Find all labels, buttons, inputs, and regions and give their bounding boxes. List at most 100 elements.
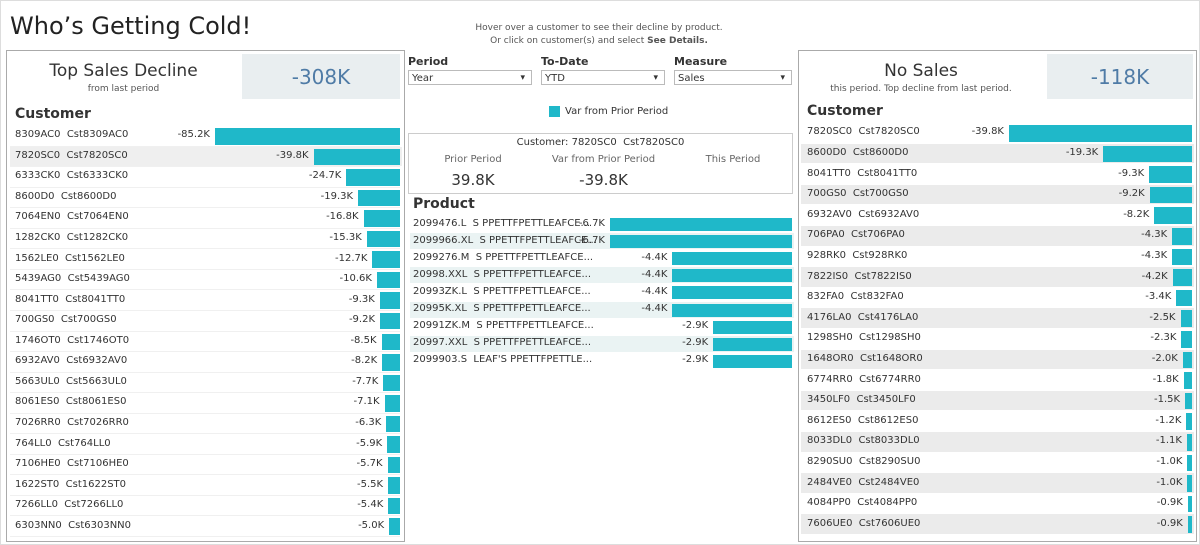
category-label: 1746OT0 Cst1746OT0 — [15, 334, 130, 346]
category-label: 1622ST0 Cst1622ST0 — [15, 478, 127, 490]
bar — [713, 320, 792, 334]
bar — [1183, 372, 1192, 389]
row-divider — [10, 289, 400, 291]
row-band — [801, 308, 1194, 328]
row-divider — [10, 351, 400, 353]
bar — [672, 286, 792, 300]
bar — [1103, 145, 1192, 163]
value-label: -4.4K — [641, 285, 668, 297]
bar — [363, 210, 400, 227]
category-label: 6932AV0 Cst6932AV0 — [807, 208, 920, 220]
category-label: 7106HE0 Cst7106HE0 — [15, 458, 129, 470]
bar — [383, 374, 400, 392]
bar — [366, 230, 400, 248]
value-label: -7.1K — [353, 396, 380, 408]
chart-title: Product — [413, 196, 475, 212]
category-label: 6774RR0 Cst6774RR0 — [807, 373, 921, 385]
bar — [1187, 475, 1192, 492]
value-label: -1.5K — [1154, 394, 1181, 406]
bar — [379, 292, 400, 309]
bar — [1154, 207, 1192, 224]
value-label: -39.8K — [971, 126, 1004, 138]
filter-label: To-Date — [541, 55, 589, 68]
value-label: -1.0K — [1156, 455, 1183, 467]
value-label: -4.3K — [1141, 229, 1168, 241]
category-label: 20995K.XL S PPETTFPETTLEAFCE... — [413, 303, 591, 315]
filter-select[interactable]: Sales — [674, 70, 792, 86]
filter-select[interactable]: Year — [408, 70, 532, 86]
bar — [1186, 434, 1192, 451]
legend-label: Var from Prior Period — [565, 106, 669, 117]
value-label: -5.9K — [356, 437, 383, 449]
bar — [610, 235, 792, 249]
category-label: 928RK0 Cst928RK0 — [807, 249, 908, 261]
chart-title: Customer — [15, 106, 91, 122]
bar — [1187, 516, 1192, 533]
tooltip-column: This Period — [705, 154, 761, 165]
bar — [1172, 248, 1192, 266]
category-label: 8061ES0 Cst8061ES0 — [15, 396, 127, 408]
value-label: -1.8K — [1152, 373, 1179, 385]
row-divider — [10, 330, 400, 332]
bar — [1187, 495, 1192, 513]
tooltip-column: Prior Period — [444, 154, 502, 165]
bar — [388, 497, 400, 515]
bar — [346, 169, 400, 186]
value-label: -2.0K — [1151, 352, 1178, 364]
category-label: 7820SC0 Cst7820SC0 — [807, 126, 920, 138]
bar — [372, 251, 400, 268]
panel-subheading: this period. Top decline from last perio… — [830, 84, 1012, 94]
tooltip-customer: Customer: 7820SC0 Cst7820SC0 — [516, 137, 685, 148]
value-label: -0.9K — [1156, 517, 1183, 529]
category-label: 5439AG0 Cst5439AG0 — [15, 273, 130, 285]
tooltip-value: 39.8K — [451, 171, 495, 189]
value-label: -6.7K — [578, 217, 605, 229]
value-label: -19.3K — [1065, 146, 1099, 158]
category-label: 2484VE0 Cst2484VE0 — [807, 476, 920, 488]
category-label: 7026RR0 Cst7026RR0 — [15, 416, 129, 428]
left-panel — [6, 50, 405, 542]
row-band — [801, 349, 1194, 370]
category-label: 7822IS0 Cst7822IS0 — [807, 270, 912, 282]
value-label: -5.4K — [357, 499, 384, 511]
row-band — [801, 432, 1194, 452]
bar — [1172, 228, 1192, 245]
category-label: 2099276.M S PPETTFPETTLEAFCE... — [413, 251, 594, 263]
bar — [1009, 125, 1192, 142]
value-label: -8.2K — [351, 355, 378, 367]
category-label: 4176LA0 Cst4176LA0 — [807, 311, 919, 323]
category-label: 20991ZK.M S PPETTFPETTLEAFCE... — [413, 320, 594, 332]
filter-select[interactable]: YTD — [541, 70, 665, 86]
category-label: 706PA0 Cst706PA0 — [807, 229, 905, 241]
value-label: -2.9K — [682, 320, 709, 332]
value-label: -39.8K — [276, 149, 309, 161]
category-label: 8600D0 Cst8600D0 — [807, 146, 909, 158]
value-label: -2.5K — [1149, 311, 1176, 323]
bar — [1181, 331, 1192, 348]
category-label: 764LL0 Cst764LL0 — [15, 437, 111, 449]
category-label: 7820SC0 Cst7820SC0 — [15, 149, 128, 161]
category-label: 8600D0 Cst8600D0 — [15, 190, 117, 202]
category-label: 8309AC0 Cst8309AC0 — [15, 129, 129, 141]
filter-label: Period — [408, 55, 449, 68]
bar — [382, 354, 400, 371]
category-label: 7064EN0 Cst7064EN0 — [15, 211, 129, 223]
category-label: 8612ES0 Cst8612ES0 — [807, 414, 919, 426]
row-band — [801, 473, 1194, 493]
bar — [387, 436, 400, 453]
bar — [380, 312, 400, 330]
row-band — [801, 267, 1194, 287]
category-label: 20997.XXL S PPETTFPETTLEAFCE... — [413, 337, 592, 349]
value-label: -4.2K — [1141, 270, 1168, 282]
bar — [1176, 289, 1192, 307]
instruction: Or click on customer(s) and select See D… — [409, 36, 789, 46]
bar — [387, 456, 400, 474]
value-label: -5.0K — [358, 519, 385, 531]
bar — [1172, 269, 1192, 286]
category-label: 8041TT0 Cst8041TT0 — [15, 293, 126, 305]
value-label: -85.2K — [177, 129, 210, 141]
instruction-text: Or click on customer(s) and select — [490, 36, 648, 46]
value-label: -8.2K — [1123, 208, 1150, 220]
value-label: -24.7K — [308, 170, 342, 182]
